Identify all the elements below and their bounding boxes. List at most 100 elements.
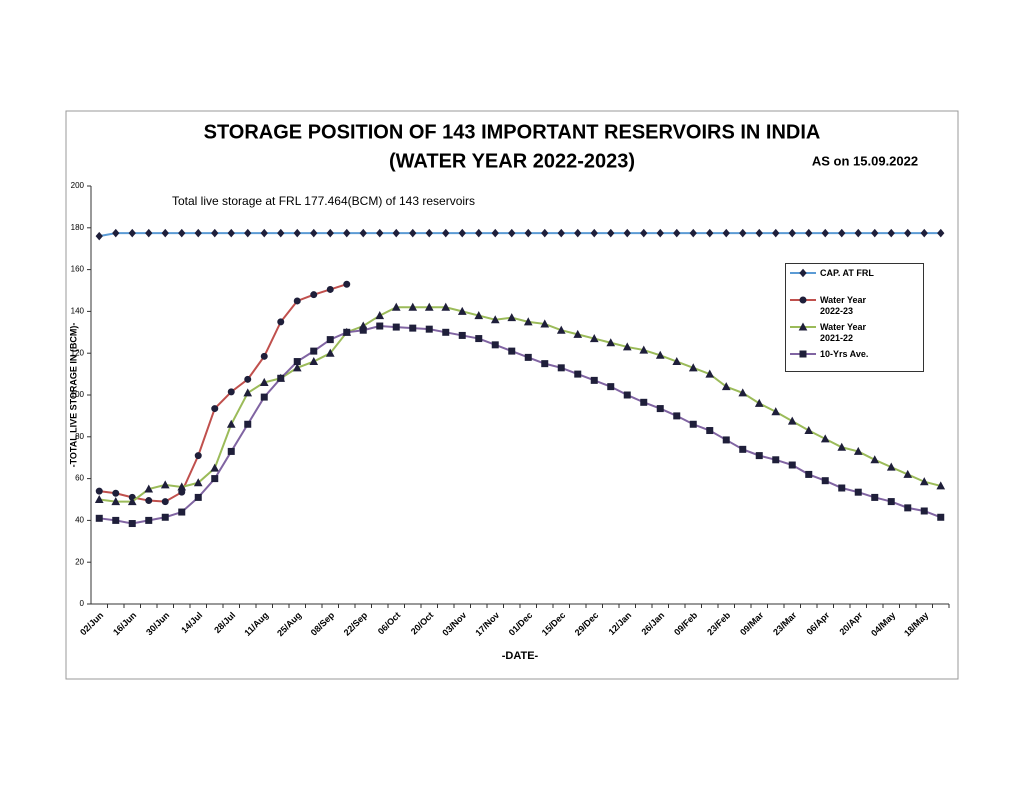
point [441,302,451,311]
legend-icon [790,322,816,331]
y-tick-label: 200 [71,181,85,190]
y-tick-label: 100 [71,390,85,399]
x-tick-label: 26/Jan [639,610,666,637]
point [226,419,236,428]
legend-item: 10-Yrs Ave. [790,349,890,360]
point [920,507,928,515]
point [739,445,747,453]
point [607,383,615,391]
legend-icon [790,350,816,358]
point [821,228,829,238]
point [343,228,351,238]
point [607,228,615,238]
point [457,306,467,315]
point [799,296,807,304]
point [292,363,302,372]
legend-label: Water Year 2022-23 [820,295,867,316]
y-tick-label: 180 [71,223,85,232]
point [656,405,664,413]
y-axis-label: -TOTAL LIVE STORAGE IN (BCM)- [68,323,78,468]
legend-item: CAP. AT FRL [790,268,890,279]
point [178,508,186,516]
point [128,228,136,238]
point [343,280,351,288]
point [854,228,862,238]
x-tick-label: 08/Sep [309,610,337,638]
point [145,497,153,505]
point [936,481,946,490]
point [227,447,235,455]
point [805,228,813,238]
point [589,334,599,343]
point [177,482,187,491]
point [524,228,532,238]
point [722,436,730,444]
point [739,228,747,238]
point [853,446,863,455]
point [887,498,895,506]
point [590,228,598,238]
x-tick-label: 20/Oct [409,610,436,637]
point [211,405,219,413]
point [557,228,565,238]
point [821,477,829,485]
point [359,326,367,334]
point [145,228,153,238]
point [277,318,285,326]
x-tick-label: 02/Jun [78,610,105,637]
point [309,357,319,366]
point [655,350,665,359]
point [277,228,285,238]
point [706,228,714,238]
point [722,228,730,238]
point [854,488,862,496]
point [640,228,648,238]
point [178,228,186,238]
point [887,228,895,238]
point [112,228,120,238]
point [805,470,813,478]
point [95,514,103,522]
y-tick-label: 140 [71,307,85,316]
point [886,462,896,471]
point [820,434,830,443]
point [325,348,335,357]
point [277,374,285,382]
point [870,455,880,464]
x-tick-label: 16/Jun [111,610,138,637]
point [243,388,253,397]
point [771,407,781,416]
point [458,228,466,238]
point [673,412,681,420]
x-tick-label: 23/Mar [771,610,799,638]
legend-icon [790,296,816,304]
point [458,331,466,339]
point [754,398,764,407]
point [112,489,120,497]
point [798,322,808,331]
x-tick-label: 11/Aug [242,610,270,638]
x-tick-label: 22/Sep [342,610,370,638]
point [127,497,137,506]
point [259,377,269,386]
point [656,228,664,238]
point [95,487,103,495]
point [673,228,681,238]
point [194,493,202,501]
legend-label: Water Year 2021-22 [820,322,867,343]
point [689,228,697,238]
point [799,268,807,278]
point [310,291,318,299]
point [622,342,632,351]
point [128,520,136,528]
point [557,364,565,372]
point [376,228,384,238]
point [193,478,203,487]
point [721,382,731,391]
point [244,228,252,238]
point [425,228,433,238]
x-tick-label: 29/Dec [573,610,601,638]
point [871,493,879,501]
point [788,461,796,469]
point [293,297,301,305]
